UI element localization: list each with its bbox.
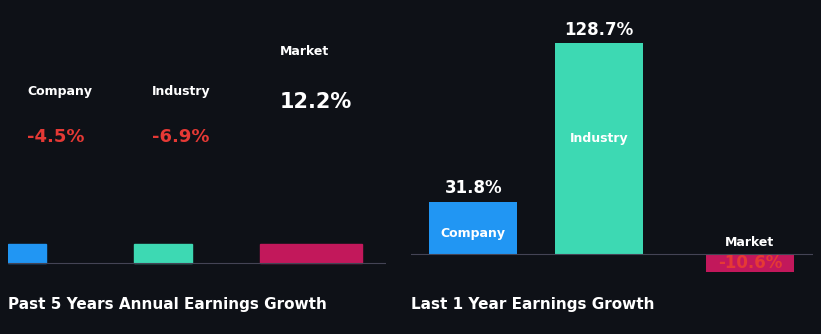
Bar bbox=[706, 255, 794, 272]
Text: Industry: Industry bbox=[570, 132, 628, 145]
Text: 12.2%: 12.2% bbox=[280, 92, 352, 112]
Text: Past 5 Years Annual Earnings Growth: Past 5 Years Annual Earnings Growth bbox=[8, 297, 327, 312]
Bar bbox=[134, 244, 192, 263]
Text: Market: Market bbox=[725, 236, 774, 248]
Text: -4.5%: -4.5% bbox=[27, 128, 85, 146]
Bar bbox=[429, 202, 517, 255]
Text: Company: Company bbox=[27, 85, 92, 98]
Text: -6.9%: -6.9% bbox=[152, 128, 209, 146]
Text: 128.7%: 128.7% bbox=[565, 20, 634, 38]
Bar bbox=[8, 244, 46, 263]
Text: Industry: Industry bbox=[152, 85, 210, 98]
Text: 31.8%: 31.8% bbox=[444, 179, 502, 197]
Bar bbox=[260, 244, 362, 263]
Text: Market: Market bbox=[280, 45, 329, 58]
Text: Last 1 Year Earnings Growth: Last 1 Year Earnings Growth bbox=[410, 297, 654, 312]
Bar bbox=[555, 43, 643, 255]
Text: Company: Company bbox=[441, 227, 506, 240]
Text: -10.6%: -10.6% bbox=[718, 254, 782, 272]
